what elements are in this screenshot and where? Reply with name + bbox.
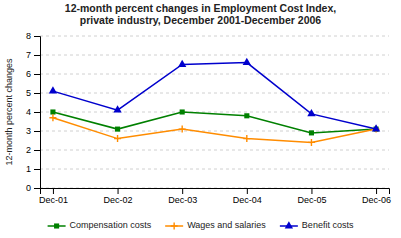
- y-tick-label: 3: [26, 126, 31, 136]
- point: [114, 135, 121, 142]
- x-tick-mark: [53, 188, 54, 194]
- legend-label: Wages and salaries: [187, 220, 266, 230]
- x-tick-mark: [247, 188, 248, 194]
- x-tick-mark: [311, 188, 312, 194]
- y-tick-mark: [34, 131, 40, 132]
- grid-line: [40, 55, 389, 56]
- grid-line: [40, 93, 389, 94]
- x-tick-label: Dec-06: [362, 195, 391, 205]
- legend-marker: [171, 223, 178, 230]
- x-tick: Dec-05: [297, 188, 326, 205]
- legend-item: Benefit costs: [280, 220, 354, 230]
- x-tick-mark: [118, 188, 119, 194]
- marks: [49, 58, 380, 146]
- y-tick: 1: [26, 164, 40, 174]
- grid-line: [40, 74, 389, 75]
- y-tick-mark: [34, 74, 40, 75]
- y-tick-mark: [34, 112, 40, 113]
- plot: Dec-01 Dec-02 Dec-03 Dec-04 Dec-05 Dec-06 0 1 2 3…: [26, 31, 391, 205]
- legend-label: Benefit costs: [302, 220, 354, 230]
- point: [180, 109, 185, 114]
- grid-line: [40, 150, 389, 151]
- point: [179, 126, 186, 133]
- legend-item: Wages and salaries: [165, 220, 266, 230]
- legend-marker: [54, 223, 59, 228]
- legend-item: Compensation costs: [48, 220, 152, 230]
- x-tick-mark: [182, 188, 183, 194]
- series-line: [53, 63, 376, 130]
- y-tick-mark: [34, 150, 40, 151]
- point: [115, 127, 120, 132]
- y-axis: 0 1 2 3 4 5 6 7 8: [26, 31, 41, 193]
- y-tick: 2: [26, 145, 40, 155]
- x-axis: Dec-01 Dec-02 Dec-03 Dec-04 Dec-05 Dec-06: [39, 188, 391, 205]
- x-tick-label: Dec-04: [233, 195, 262, 205]
- y-tick: 0: [26, 183, 40, 193]
- y-tick: 5: [26, 88, 40, 98]
- legend-label: Compensation costs: [70, 220, 152, 230]
- x-tick: Dec-04: [233, 188, 262, 205]
- series: [49, 58, 380, 132]
- y-tick: 7: [26, 50, 40, 60]
- y-tick-label: 5: [26, 88, 31, 98]
- point: [372, 124, 380, 131]
- y-tick-mark: [34, 169, 40, 170]
- y-tick-label: 8: [26, 31, 31, 41]
- point: [113, 105, 121, 112]
- y-tick-label: 1: [26, 164, 31, 174]
- series-line: [53, 112, 376, 133]
- y-tick: 4: [26, 107, 40, 117]
- chart: 12-month percent changes in Employment C…: [0, 0, 401, 238]
- point: [243, 135, 250, 142]
- title: 12-month percent changes in Employment C…: [65, 2, 336, 26]
- y-tick-label: 6: [26, 69, 31, 79]
- y-tick: 3: [26, 126, 40, 136]
- x-tick: Dec-02: [104, 188, 133, 205]
- point: [49, 86, 57, 93]
- x-tick-mark: [376, 188, 377, 194]
- y-axis-line: [34, 37, 41, 189]
- y-tick-mark: [34, 36, 40, 37]
- series-line: [53, 118, 376, 143]
- x-tick-label: Dec-02: [104, 195, 133, 205]
- y-tick-label: 4: [26, 107, 31, 117]
- y-tick-mark: [34, 55, 40, 56]
- y-tick-label: 0: [26, 183, 31, 193]
- y-tick-label: 7: [26, 50, 31, 60]
- point: [178, 60, 186, 67]
- point: [243, 58, 251, 65]
- y-tick-label: 2: [26, 145, 31, 155]
- legend-marker: [285, 221, 293, 228]
- point: [244, 113, 249, 118]
- x-axis-line: [41, 189, 390, 195]
- title-line: private industry, December 2001-December…: [80, 14, 322, 26]
- point: [50, 109, 55, 114]
- point: [309, 130, 314, 135]
- point: [49, 114, 56, 121]
- grid-line: [40, 112, 389, 113]
- title-line: 12-month percent changes in Employment C…: [65, 2, 336, 14]
- y-tick: 8: [26, 31, 40, 41]
- x-tick-label: Dec-05: [297, 195, 326, 205]
- grid: [40, 36, 389, 188]
- y-tick-mark: [34, 93, 40, 94]
- grid-line: [40, 169, 389, 170]
- x-tick: Dec-03: [168, 188, 197, 205]
- x-tick-label: Dec-01: [39, 195, 68, 205]
- grid-line: [40, 36, 389, 37]
- point: [308, 139, 315, 146]
- legend: Compensation costs Wages and salaries Bene…: [48, 220, 354, 230]
- x-tick: Dec-01: [39, 188, 68, 205]
- x-tick-label: Dec-03: [168, 195, 197, 205]
- series: [50, 109, 378, 135]
- x-tick: Dec-06: [362, 188, 391, 205]
- y-axis-title: 12-month percent changes: [4, 58, 14, 166]
- y-tick-mark: [34, 188, 40, 189]
- y-tick: 6: [26, 69, 40, 79]
- point: [307, 109, 315, 116]
